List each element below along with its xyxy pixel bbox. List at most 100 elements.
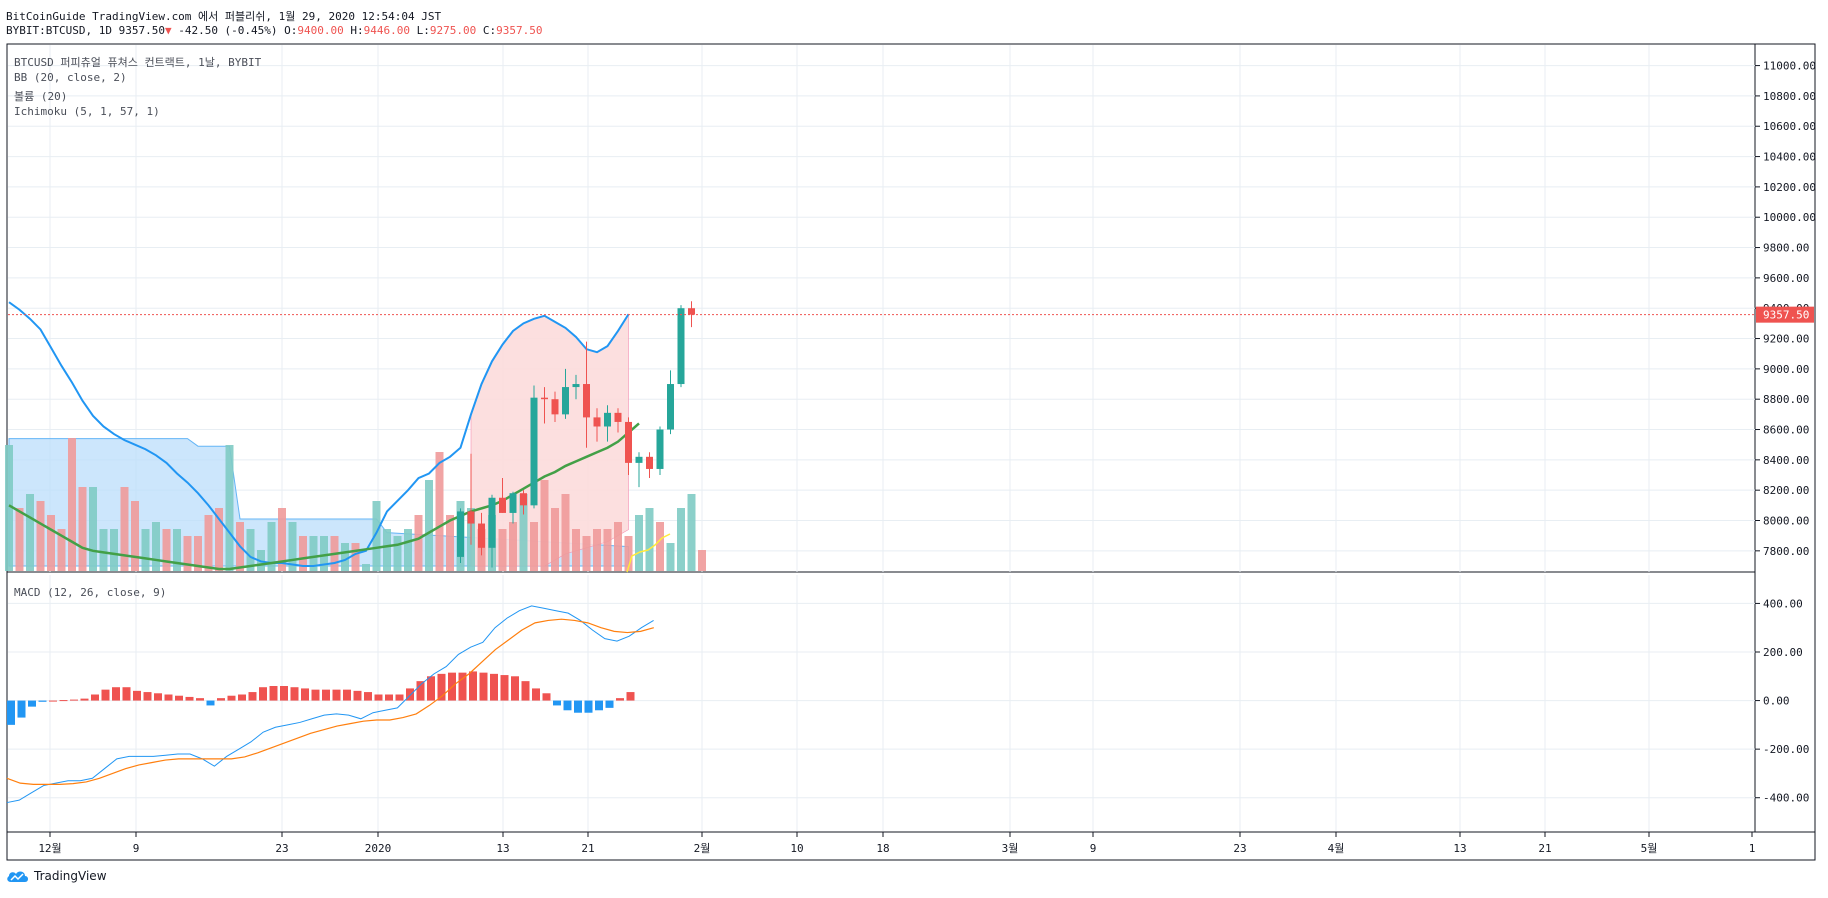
- macd-hist-bar: [500, 675, 509, 701]
- legend-title: BTCUSD 퍼피츄얼 퓨쳐스 컨트랙트, 1날, BYBIT: [14, 56, 262, 69]
- candle-body: [604, 412, 611, 427]
- ichimoku-lagging-line: [626, 533, 671, 573]
- volume-bar: [645, 508, 654, 571]
- macd-hist-bar: [122, 687, 131, 701]
- macd-hist-bar: [616, 698, 624, 701]
- macd-hist-bar: [490, 673, 498, 701]
- macd-hist-bar: [553, 700, 561, 706]
- volume-bar: [288, 522, 297, 571]
- macd-tick-label: 0.00: [1763, 695, 1790, 708]
- macd-hist-bar: [59, 700, 68, 702]
- volume-bar: [194, 536, 202, 571]
- time-label: 3월: [1002, 842, 1019, 855]
- volume-bar: [509, 522, 517, 571]
- publish-info: BitCoinGuide TradingView.com 에서 퍼블리쉬, 1월…: [6, 10, 442, 23]
- macd-hist-bar: [511, 676, 519, 701]
- candle-body: [457, 511, 464, 557]
- macd-hist-bar: [311, 689, 320, 701]
- macd-hist-bar: [143, 692, 152, 701]
- candle-body: [572, 384, 580, 388]
- down-arrow-icon: ▼: [164, 24, 172, 37]
- brand-name: TradingView: [34, 869, 107, 883]
- volume-bar: [351, 543, 360, 571]
- volume-bar: [267, 522, 276, 571]
- volume-bar: [78, 487, 87, 571]
- time-label: 23: [275, 842, 288, 855]
- macd-hist-bar: [290, 687, 299, 701]
- candle-body: [520, 493, 527, 506]
- legend-ichimoku[interactable]: Ichimoku (5, 1, 57, 1): [14, 105, 160, 118]
- volume-bar: [183, 536, 192, 571]
- macd-hist-bar: [49, 700, 57, 702]
- price-tick-label: 11000.00: [1763, 60, 1816, 73]
- volume-bar: [225, 445, 234, 571]
- price-tick-label: 10400.00: [1763, 151, 1816, 164]
- candle-body: [478, 523, 485, 548]
- volume-bar: [383, 529, 391, 571]
- time-label: 18: [876, 842, 889, 855]
- volume-bar: [162, 529, 171, 571]
- macd-hist-bar: [112, 687, 120, 701]
- time-label: 4월: [1328, 842, 1345, 855]
- macd-hist-bar: [154, 693, 162, 701]
- volume-bar: [152, 522, 160, 571]
- volume-bar: [614, 522, 622, 571]
- volume-bar: [362, 564, 370, 571]
- volume-bar: [120, 487, 129, 571]
- macd-hist-bar: [332, 689, 341, 701]
- volume-bar: [36, 501, 45, 571]
- price-tick-label: 9000.00: [1763, 363, 1809, 376]
- price-tick-label: 10600.00: [1763, 120, 1816, 133]
- price-tick-label: 9800.00: [1763, 242, 1809, 255]
- macd-pane: [6, 571, 1756, 833]
- macd-tick-label: 200.00: [1763, 646, 1803, 659]
- volume-bar: [435, 452, 444, 571]
- cloud-logo-icon: [7, 871, 28, 882]
- volume-bar: [278, 508, 286, 571]
- time-label: 13: [1453, 842, 1466, 855]
- macd-hist-bar: [458, 672, 467, 701]
- volume-bar: [26, 494, 34, 571]
- time-label: 23: [1233, 842, 1246, 855]
- time-label: 10: [790, 842, 803, 855]
- legend-macd[interactable]: MACD (12, 26, close, 9): [14, 586, 167, 599]
- macd-hist-bar: [353, 690, 362, 701]
- price-tick-label: 9200.00: [1763, 333, 1809, 346]
- legend-bb[interactable]: BB (20, close, 2): [14, 71, 127, 84]
- price-tick-label: 8600.00: [1763, 424, 1809, 437]
- close-value: 9357.50: [496, 24, 543, 37]
- volume-bar: [666, 543, 675, 571]
- volume-bar: [341, 543, 349, 571]
- volume-bar: [204, 515, 213, 571]
- price-tick-label: 8200.00: [1763, 484, 1809, 497]
- macd-hist-bar: [322, 689, 330, 701]
- macd-hist-bar: [280, 686, 288, 701]
- time-label: 2월: [694, 842, 711, 855]
- last-price: 9357.50: [118, 24, 165, 37]
- close-label: C:: [482, 24, 497, 37]
- price-tick-label: 10200.00: [1763, 181, 1816, 194]
- candle-body: [551, 399, 559, 415]
- time-label: 13: [496, 842, 509, 855]
- volume-bar: [624, 536, 633, 571]
- macd-tick-label: 400.00: [1763, 597, 1803, 610]
- macd-hist-bar: [521, 681, 530, 701]
- candle-body: [583, 384, 590, 418]
- price-tick-label: 10000.00: [1763, 211, 1816, 224]
- macd-hist-bar: [343, 689, 351, 701]
- tradingview-logo[interactable]: TradingView: [6, 869, 107, 883]
- volume-bar: [698, 550, 706, 571]
- time-label: 21: [1538, 842, 1551, 855]
- macd-hist-bar: [28, 700, 36, 707]
- macd-hist-bar: [395, 694, 404, 701]
- candle-body: [646, 456, 653, 469]
- volume-bar: [15, 508, 24, 571]
- volume-bar: [141, 529, 150, 571]
- price-tick-label: 8800.00: [1763, 393, 1809, 406]
- volume-bar: [530, 522, 538, 571]
- legend-volume[interactable]: 볼륨 (20): [14, 90, 68, 103]
- macd-hist-bar: [185, 696, 194, 701]
- macd-hist-bar: [479, 672, 488, 701]
- candle-body: [562, 387, 569, 415]
